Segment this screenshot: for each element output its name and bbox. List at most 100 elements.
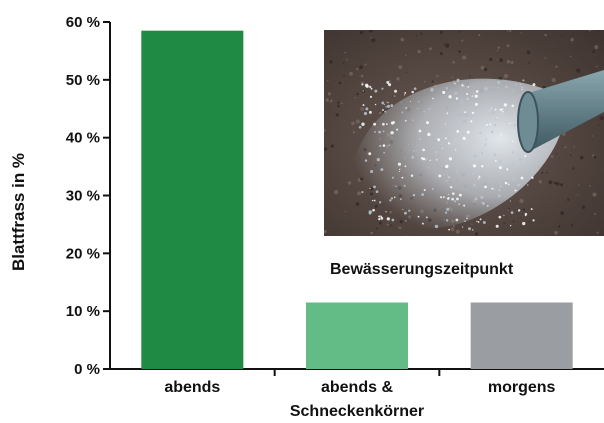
water-drop (379, 144, 382, 148)
soil-speck (378, 221, 382, 225)
water-drop (373, 199, 376, 202)
soil-speck (462, 55, 467, 60)
soil-speck (343, 74, 345, 77)
water-drop (446, 112, 449, 115)
water-drop (421, 222, 424, 225)
water-drop (455, 218, 459, 222)
water-drop (368, 211, 372, 215)
soil-speck (360, 74, 364, 78)
soil-speck (423, 80, 426, 83)
water-drop (361, 191, 364, 194)
water-drop (479, 218, 482, 221)
water-drop (390, 104, 394, 108)
water-drop (405, 106, 408, 110)
soil-speck (388, 79, 391, 82)
water-drop (524, 154, 527, 157)
soil-speck (577, 184, 580, 186)
water-drop (514, 189, 517, 192)
soil-speck (522, 208, 525, 211)
water-drop (471, 172, 476, 176)
water-drop (474, 154, 478, 157)
soil-speck (458, 50, 461, 53)
soil-speck (452, 60, 455, 64)
soil-speck (550, 155, 554, 159)
soil-speck (398, 226, 402, 230)
water-drop (455, 97, 459, 100)
water-drop (386, 104, 391, 108)
soil-speck (340, 102, 343, 105)
water-drop (393, 196, 396, 199)
water-drop (488, 104, 492, 108)
soil-speck (458, 31, 460, 33)
water-drop (438, 174, 442, 178)
water-drop (427, 167, 429, 169)
soil-speck (594, 213, 597, 216)
water-drop (447, 142, 451, 145)
water-drop (405, 220, 407, 222)
water-drop (370, 87, 373, 90)
water-drop (493, 123, 497, 127)
water-drop (401, 176, 404, 179)
soil-speck (526, 50, 531, 55)
water-drop (504, 181, 508, 185)
soil-speck (346, 58, 348, 61)
soil-speck (598, 124, 600, 126)
water-drop (404, 91, 407, 94)
soil-speck (528, 62, 531, 64)
water-drop (453, 225, 455, 227)
water-drop (461, 226, 464, 228)
water-drop (497, 86, 500, 89)
soil-speck (405, 54, 407, 57)
soil-speck (546, 171, 548, 174)
y-tick-label: 60 % (66, 14, 100, 31)
water-drop (409, 100, 411, 102)
soil-speck (429, 47, 432, 51)
water-drop (466, 92, 469, 96)
water-drop (464, 111, 467, 114)
water-drop (500, 98, 502, 101)
water-drop (466, 130, 470, 134)
water-drop (373, 122, 377, 126)
soil-speck (443, 43, 446, 45)
soil-speck (567, 198, 570, 201)
water-drop (453, 200, 457, 203)
soil-speck (508, 30, 512, 32)
soil-speck (541, 171, 544, 174)
bar (470, 302, 573, 369)
water-drop (469, 113, 473, 117)
water-drop (432, 146, 435, 149)
soil-speck (368, 30, 373, 33)
water-drop (533, 158, 536, 160)
soil-speck (475, 232, 479, 236)
water-drop (392, 121, 395, 124)
water-drop (456, 197, 459, 201)
water-drop (422, 157, 426, 161)
category-label: abends (164, 379, 220, 396)
water-drop (463, 204, 466, 207)
water-drop (434, 224, 439, 229)
water-drop (524, 214, 527, 217)
water-drop (368, 110, 372, 114)
water-drop (418, 129, 422, 133)
water-drop (498, 166, 502, 170)
water-drop (432, 97, 434, 100)
water-drop (461, 84, 464, 87)
water-drop (423, 188, 426, 191)
water-drop (459, 164, 461, 166)
water-drop (369, 187, 371, 189)
soil-speck (439, 30, 443, 34)
y-axis-label: Blattfrass in % (9, 153, 28, 271)
soil-speck (396, 76, 400, 81)
water-drop (444, 123, 447, 125)
water-drop (506, 168, 509, 171)
soil-speck (569, 55, 572, 58)
water-drop (510, 211, 514, 214)
water-drop (459, 107, 461, 109)
bar (141, 30, 244, 370)
soil-speck (400, 37, 405, 42)
water-drop (365, 107, 369, 111)
soil-speck (333, 190, 339, 195)
water-drop (499, 182, 502, 185)
soil-speck (589, 185, 591, 187)
water-drop (408, 209, 411, 212)
